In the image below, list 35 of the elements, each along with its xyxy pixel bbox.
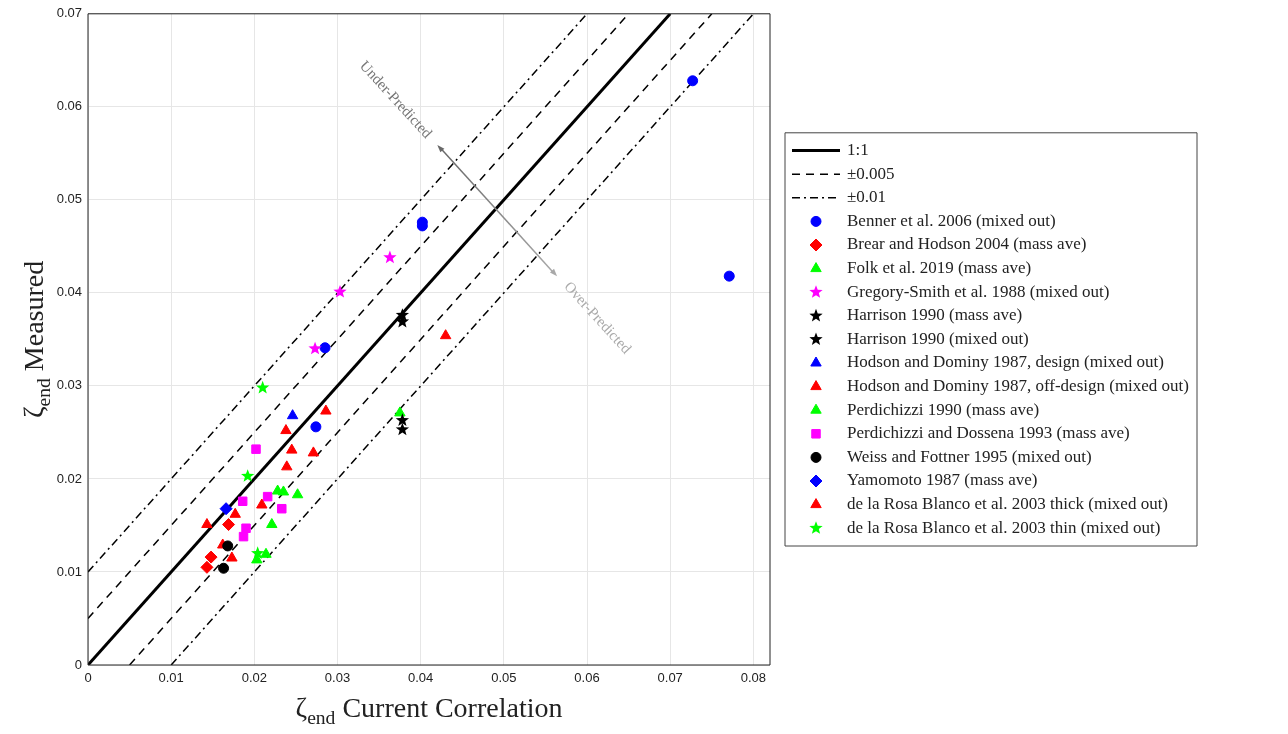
- x-tick-label: 0.06: [574, 670, 600, 686]
- legend-label: ±0.01: [847, 187, 887, 207]
- y-tick-label: 0: [74, 656, 82, 672]
- x-tick-label: 0.04: [408, 670, 434, 686]
- legend-label: Folk et al. 2019 (mass ave): [847, 258, 1032, 278]
- legend-label: Perdichizzi 1990 (mass ave): [847, 399, 1040, 419]
- y-tick-label: 0.06: [56, 98, 82, 114]
- y-tick-label: 0.03: [56, 377, 82, 393]
- legend-label: Weiss and Fottner 1995 (mixed out): [847, 446, 1092, 466]
- legend-label: Perdichizzi and Dossena 1993 (mass ave): [847, 423, 1130, 443]
- y-tick-label: 0.01: [56, 563, 82, 579]
- x-tick-label: 0: [84, 670, 92, 686]
- legend-label: Harrison 1990 (mass ave): [847, 305, 1023, 325]
- y-tick-label: 0.07: [56, 5, 82, 21]
- x-tick-label: 0.08: [740, 670, 767, 686]
- legend-label: 1:1: [847, 140, 869, 160]
- y-tick-label: 0.04: [56, 284, 82, 300]
- x-tick-label: 0.01: [158, 670, 184, 686]
- legend-label: de la Rosa Blanco et al. 2003 thick (mixed out): [847, 494, 1169, 514]
- y-tick-label: 0.02: [56, 470, 82, 486]
- legend-label: de la Rosa Blanco et al. 2003 thin (mixed out): [847, 517, 1161, 537]
- x-tick-label: 0.03: [324, 670, 351, 686]
- legend-label: Hodson and Dominy 1987, design (mixed out): [847, 352, 1164, 372]
- y-tick-label: 0.05: [56, 191, 82, 207]
- legend-label: Hodson and Dominy 1987, off-design (mixed out): [847, 376, 1190, 396]
- x-tick-label: 0.02: [241, 670, 267, 686]
- legend-label: Brear and Hodson 2004 (mass ave): [847, 234, 1087, 254]
- legend-label: Benner et al. 2006 (mixed out): [847, 210, 1056, 230]
- legend-label: Harrison 1990 (mixed out): [847, 328, 1029, 348]
- legend-label: ±0.005: [847, 163, 895, 183]
- legend-label: Yamomoto 1987 (mass ave): [847, 470, 1038, 490]
- y-axis-title: ζend Measured: [18, 260, 54, 419]
- x-tick-label: 0.07: [657, 670, 683, 686]
- legend-label: Gregory-Smith et al. 1988 (mixed out): [847, 281, 1110, 301]
- x-tick-label: 0.05: [491, 670, 517, 686]
